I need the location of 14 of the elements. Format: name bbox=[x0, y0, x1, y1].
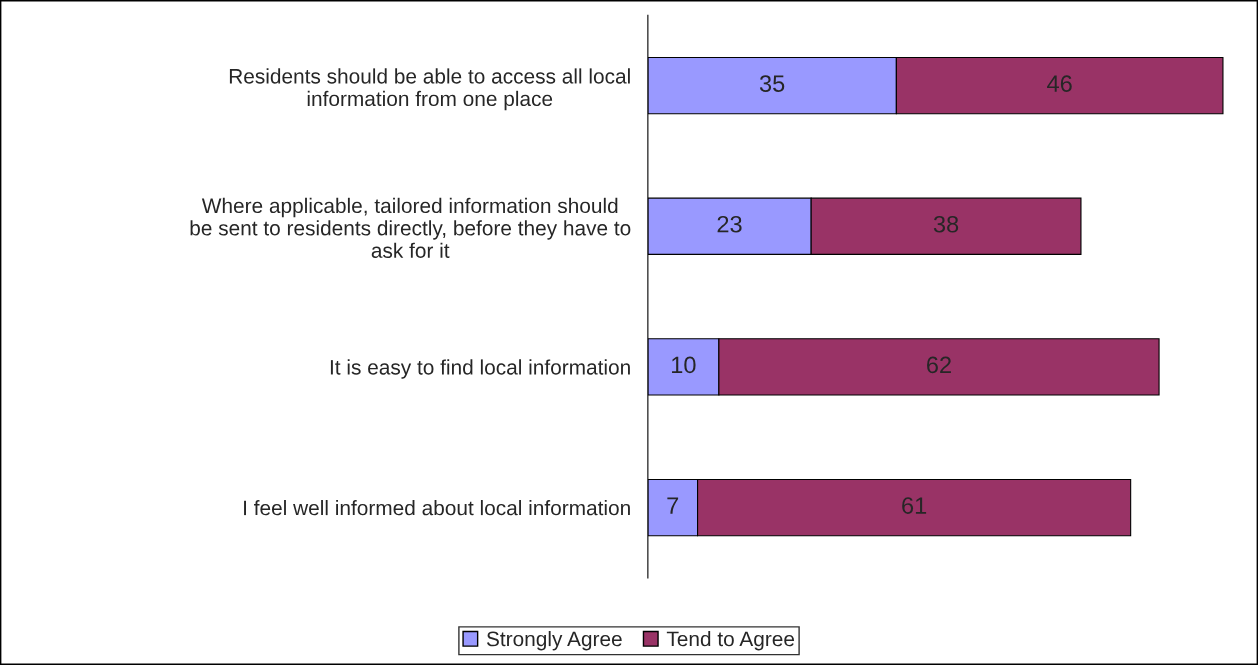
y-tick-label: I feel well informed about local information bbox=[244, 500, 630, 516]
legend-label: Tend to Agree bbox=[666, 631, 795, 651]
data-label: 61 bbox=[902, 497, 927, 514]
data-label: 62 bbox=[927, 356, 951, 374]
data-label: 46 bbox=[1047, 75, 1072, 92]
data-label: 7 bbox=[667, 497, 679, 514]
y-tick-label: It is easy to find local information bbox=[330, 359, 630, 379]
legend-label: Strongly Agree bbox=[486, 631, 622, 651]
y-tick-label: Where applicable, tailored information should be sent to residents directly, before they have to ask for it bbox=[190, 197, 631, 258]
data-label: 10 bbox=[672, 356, 696, 374]
data-label: 35 bbox=[759, 75, 785, 92]
data-label: 38 bbox=[933, 215, 959, 233]
data-label: 23 bbox=[717, 215, 742, 233]
y-tick-label: Residents should be able to access all local information from one place bbox=[229, 68, 630, 111]
